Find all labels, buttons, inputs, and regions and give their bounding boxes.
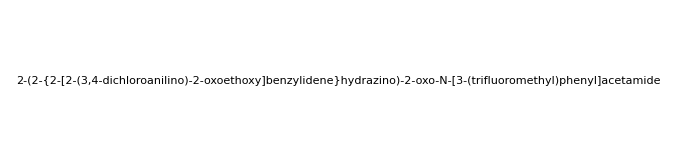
Text: 2-(2-{2-[2-(3,4-dichloroanilino)-2-oxoethoxy]benzylidene}hydrazino)-2-oxo-N-[3-(: 2-(2-{2-[2-(3,4-dichloroanilino)-2-oxoet… <box>16 76 661 86</box>
